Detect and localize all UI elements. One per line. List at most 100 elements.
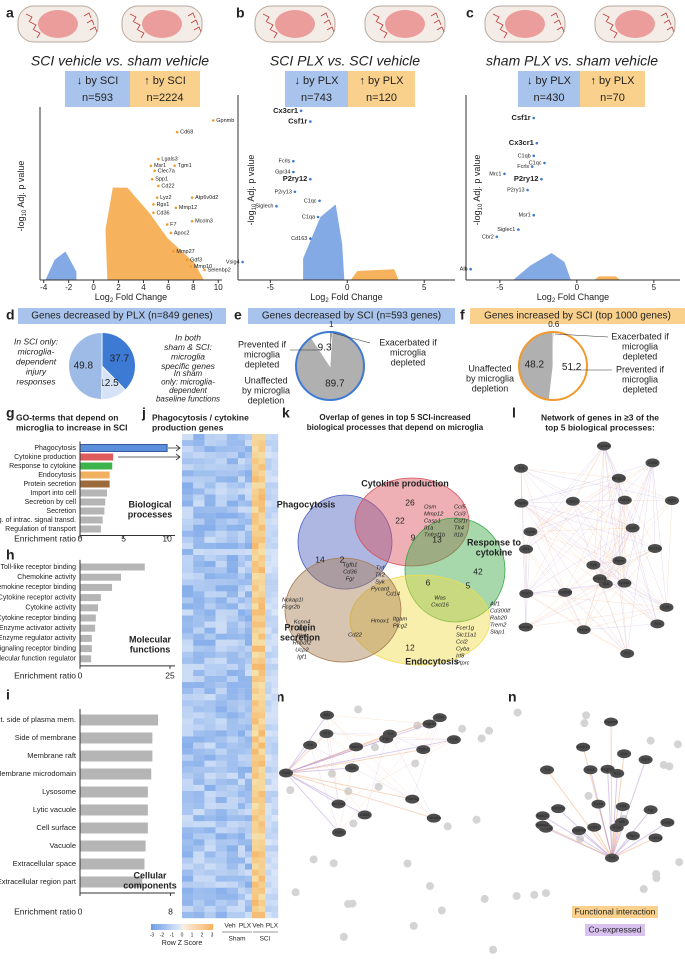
heatmap-cell (271, 857, 279, 864)
heatmap-cell (193, 512, 205, 519)
x-tick-label: 6 (166, 283, 171, 292)
heatmap-cell (215, 494, 227, 501)
heatmap-cell (245, 500, 253, 507)
network-edge (521, 462, 653, 504)
heatmap-cell (215, 488, 227, 495)
heatmap-cell (245, 772, 253, 780)
heatmap-cell (271, 603, 279, 610)
heatmap-cell (215, 548, 227, 556)
network-edge (666, 500, 673, 608)
heatmap-cell (265, 579, 272, 586)
colorbar-cell (153, 924, 156, 930)
set-label: secretion (280, 632, 320, 642)
network-edge (610, 721, 613, 859)
ghost-node (580, 719, 589, 728)
heatmap-cell (271, 621, 279, 628)
heatmap-cell (193, 694, 205, 701)
gene-point (185, 258, 189, 262)
gene-label: Mmp10 (194, 264, 212, 270)
heatmap-cell (226, 542, 239, 550)
gene-label: Mrc1 (489, 171, 501, 177)
heatmap-cell (258, 591, 266, 598)
heatmap-cell (258, 555, 266, 562)
node-label: Cybb (526, 529, 536, 534)
network-node (647, 543, 662, 553)
heatmap-cell (215, 905, 227, 913)
heatmap-cell (226, 682, 239, 689)
heatmap-cell (215, 742, 227, 749)
heatmap-cell (226, 615, 239, 622)
network-edge (572, 501, 625, 584)
gene-name: Aif1 (489, 602, 500, 608)
network-edge (525, 583, 606, 628)
heatmap-cell (182, 803, 194, 810)
panel-title: Overlap of genes in top 5 SCI-increased (319, 413, 470, 422)
heatmap-cell (265, 899, 272, 907)
y-label-part: 10 (22, 209, 28, 216)
heatmap-cell (245, 561, 253, 568)
arrow (118, 453, 181, 461)
network-node (446, 735, 461, 745)
heatmap-cell (215, 603, 227, 610)
heatmap-cell (193, 833, 205, 840)
heatmap-cell (193, 488, 205, 495)
heatmap-cell (258, 754, 266, 761)
node-label: Cd300lf (572, 828, 587, 833)
gene-name: Cd22 (348, 633, 363, 639)
x-label-part: Log (95, 292, 110, 302)
up-count: n=2224 (146, 92, 183, 104)
gene-label: Cd68 (180, 130, 193, 136)
ghost-node (437, 906, 446, 915)
node-label: Ccl4 (436, 715, 445, 720)
x-tick-label: 5 (422, 283, 427, 292)
heatmap-cell (265, 815, 272, 822)
node-label: Slc11a1 (648, 546, 663, 551)
x-label-part: 2 (552, 298, 556, 304)
heatmap-cell (271, 760, 279, 767)
heatmap-cell (271, 530, 279, 538)
heatmap-cell (252, 778, 259, 786)
heatmap-cell (265, 645, 272, 652)
heatmap-cell (238, 766, 246, 773)
heatmap-cell (245, 524, 253, 531)
network-edge (526, 445, 605, 594)
heatmap-cell (245, 887, 253, 894)
heatmap-cell (265, 512, 272, 519)
network-edge (572, 501, 656, 549)
network-node (416, 745, 431, 755)
heatmap-cell (193, 579, 205, 586)
comparison-title: SCI vehicle vs. sham vehicle (31, 53, 209, 69)
heatmap-cell (245, 869, 253, 876)
network-node (605, 853, 619, 863)
bar (80, 840, 146, 852)
network-node (611, 473, 626, 483)
heatmap-cell (271, 542, 279, 550)
heatmap-cell (252, 784, 259, 792)
network-node (432, 713, 447, 723)
heatmap-cell (252, 555, 259, 562)
heatmap-cell (265, 633, 272, 640)
heatmap-cell (258, 476, 266, 483)
node-label: Osm (641, 757, 650, 762)
gene-name: Itgam (393, 617, 408, 623)
gene-label: C1qb (518, 153, 531, 159)
heatmap-cell (238, 567, 246, 574)
heatmap-cell (245, 621, 253, 628)
heatmap-cell (204, 609, 216, 616)
neuron (29, 19, 95, 31)
heatmap-cell (226, 863, 239, 870)
bar (80, 768, 152, 780)
pie-note: depleted (391, 357, 426, 367)
heatmap-cell (258, 548, 266, 556)
heatmap-cell (204, 815, 216, 822)
heatmap-cell (215, 845, 227, 852)
heatmap-cell (193, 651, 205, 659)
network-edge (599, 445, 605, 579)
down-cloud (45, 251, 77, 280)
heatmap-cell (226, 555, 239, 562)
network-edge (619, 560, 658, 624)
region-count: 6 (426, 577, 431, 587)
neuron (606, 19, 672, 31)
y-label-part: 10 (252, 203, 258, 210)
heatmap-cell (245, 452, 253, 459)
